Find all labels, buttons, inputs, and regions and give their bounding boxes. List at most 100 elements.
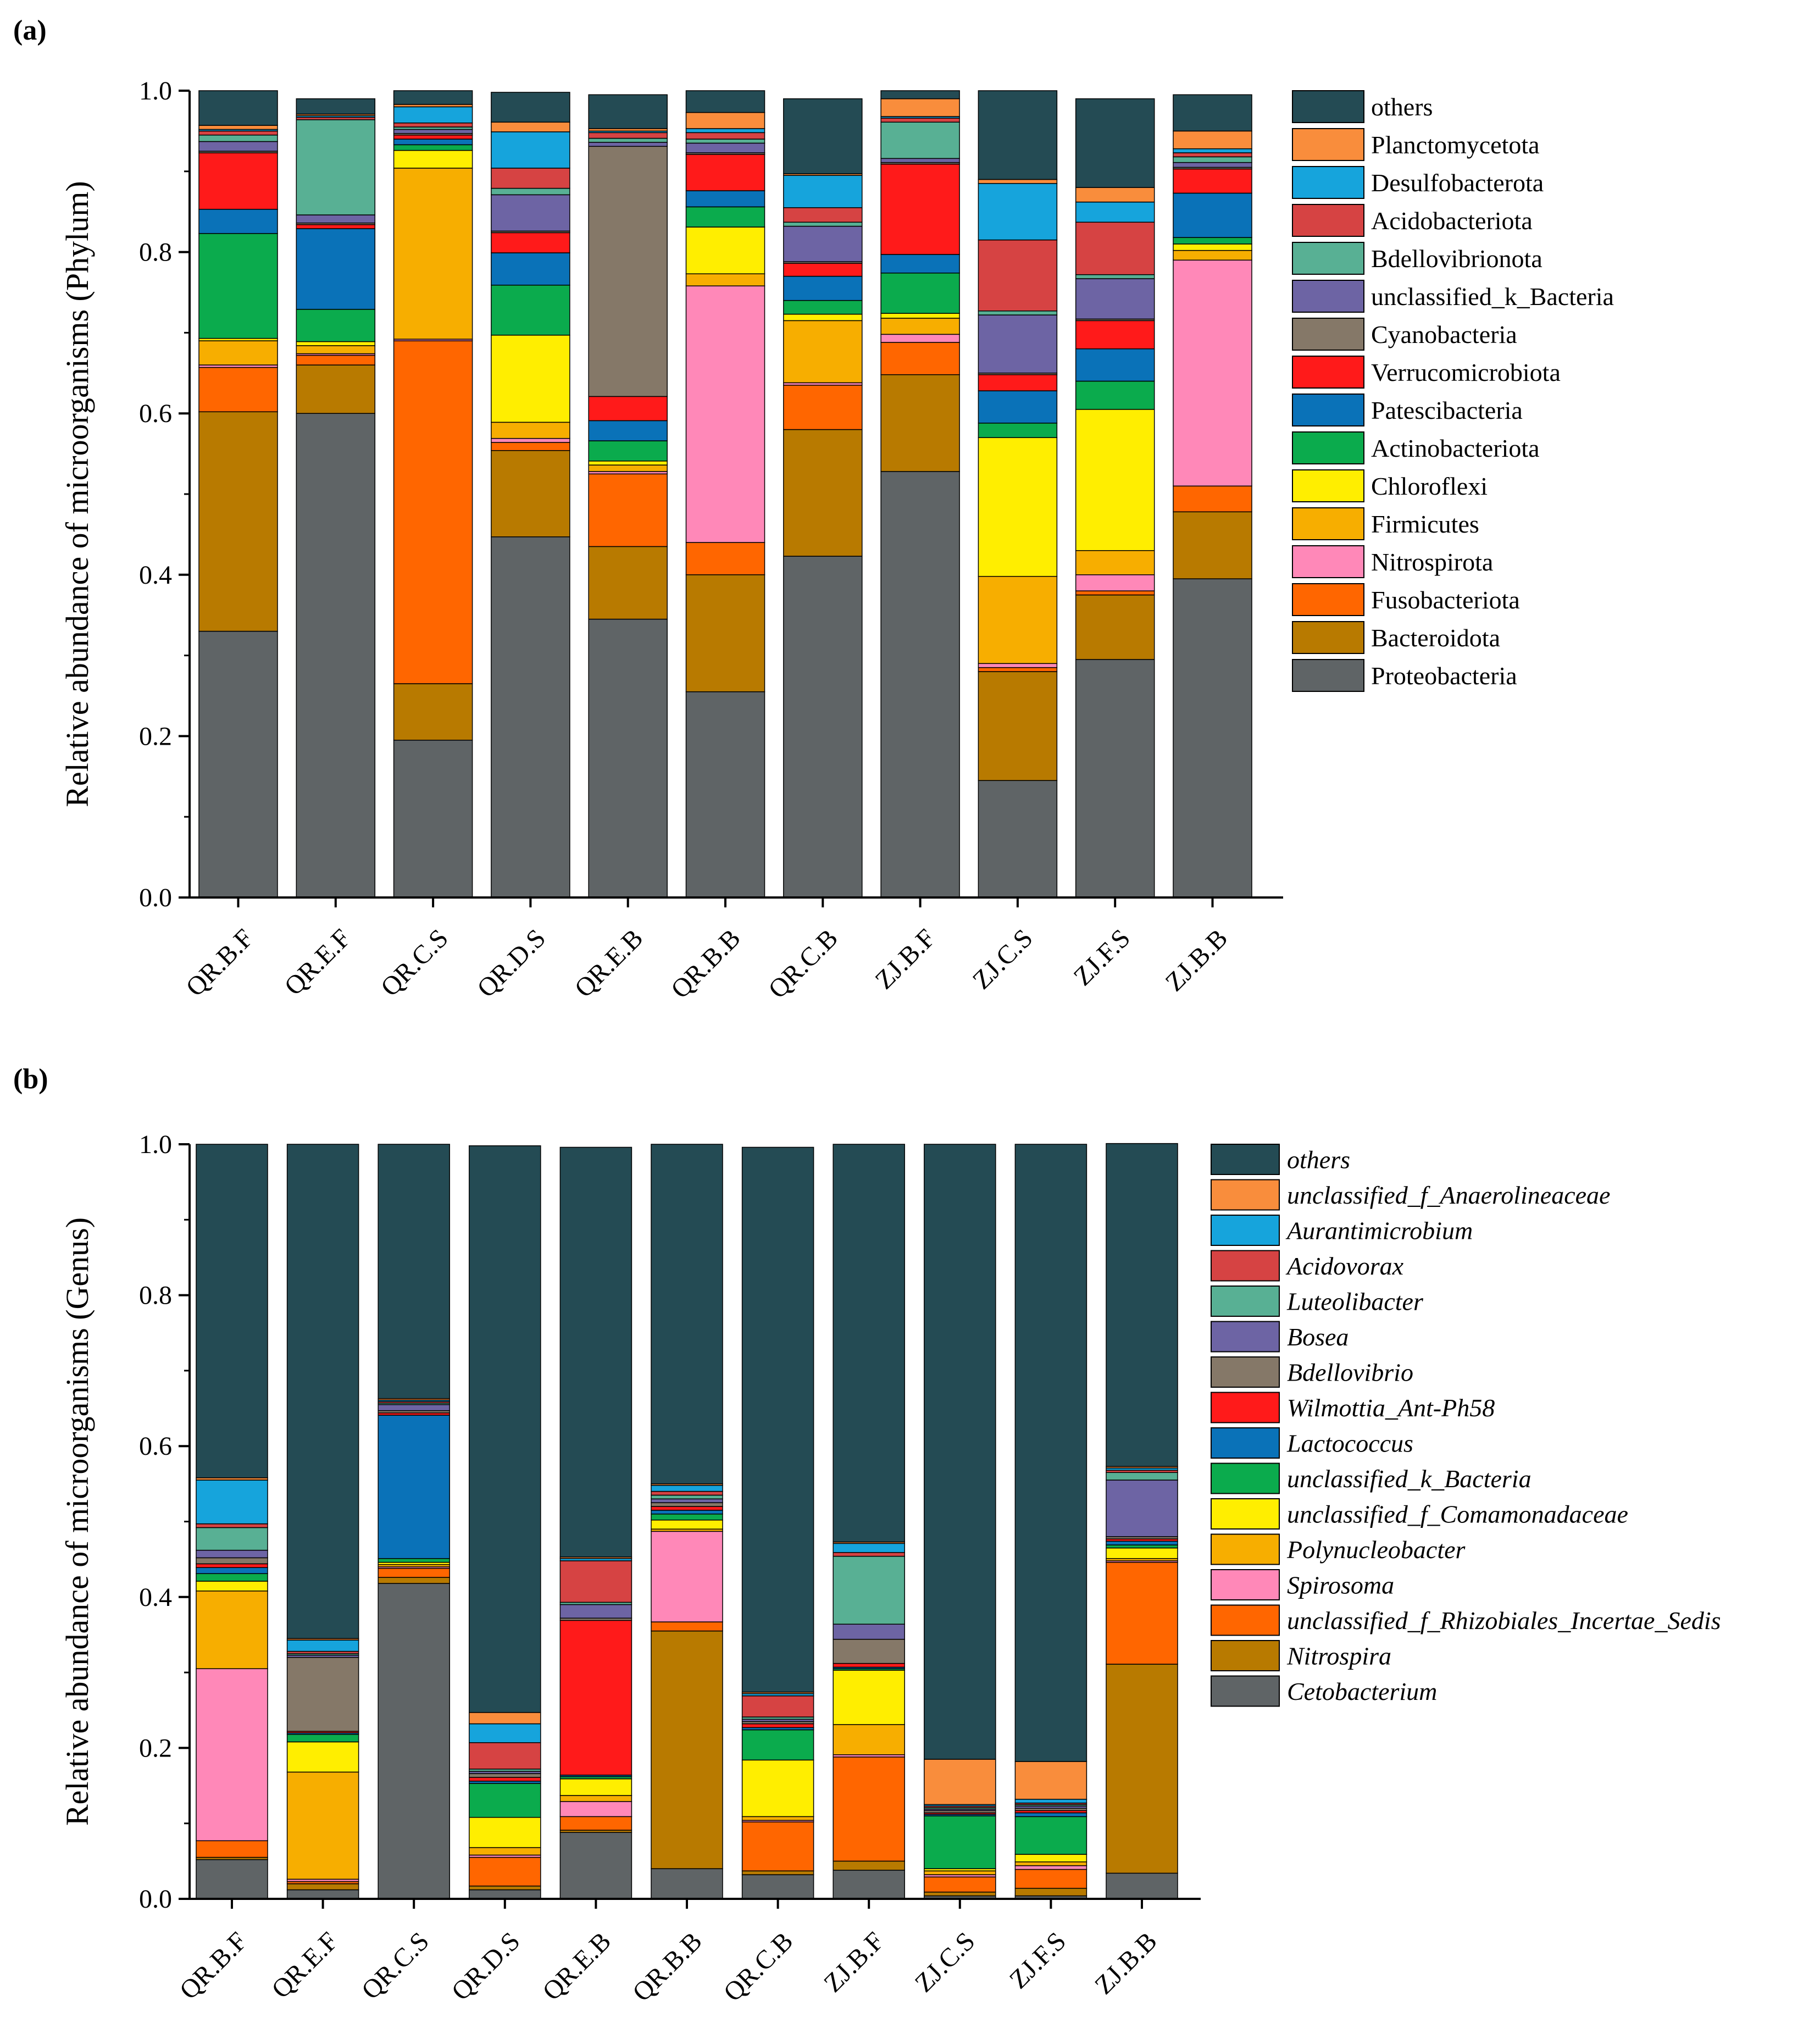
panel-a-bar-zj-c-s-firmicutes <box>978 575 1058 664</box>
panel-a-bar-qr-b-b-planctomycetota <box>685 112 765 129</box>
panel-b-legend-label-others: others <box>1287 1146 1350 1174</box>
panel-a-legend-swatch-firmicutes <box>1292 507 1364 540</box>
panel-a-y-tick-label: 0.0 <box>139 883 172 912</box>
panel-a-bar-qr-d-s-desulfobacterota <box>491 131 570 169</box>
panel-b-legend-label-unclassified-f-anaerolineaceae: unclassified_f_Anaerolineaceae <box>1287 1181 1610 1209</box>
panel-b-legend-label-unclassified-f-comamonadaceae: unclassified_f_Comamonadaceae <box>1287 1500 1628 1528</box>
panel-b-bar-zj-f-s-unclassified-f-anaerolineaceae <box>1014 1761 1087 1800</box>
panel-b-bar-zj-f-s-spirosoma <box>1014 1865 1087 1870</box>
panel-b-bar-qr-c-b-cetobacterium <box>741 1874 814 1899</box>
panel-b-bar-qr-b-f-wilmottia-ant-ph58 <box>196 1563 268 1569</box>
panel-a-bar-zj-f-s-planctomycetota <box>1075 187 1155 203</box>
panel-a-legend-label-firmicutes: Firmicutes <box>1371 510 1479 538</box>
panel-a-bar-qr-e-b-fusobacteriota <box>588 473 668 547</box>
panel-a-bar-qr-c-b-desulfobacterota <box>783 175 863 208</box>
panel-b-bar-qr-b-f-bdellovibrio <box>196 1557 268 1565</box>
panel-a-bar-qr-c-s-others <box>393 90 473 105</box>
panel-a-bar-qr-b-b-firmicutes <box>685 273 765 287</box>
panel-b-bar-zj-b-f-aurantimicrobium <box>833 1543 905 1553</box>
panel-a-bar-zj-c-s-patescibacteria <box>978 390 1058 424</box>
panel-b-bar-qr-e-b-others <box>559 1146 632 1558</box>
panel-a-bar-qr-c-b-bacteroidota <box>783 429 863 557</box>
panel-a-legend-swatch-proteobacteria <box>1292 659 1364 692</box>
panel-a-bar-zj-c-s-planctomycetota <box>978 179 1058 184</box>
panel-b-bar-qr-d-s-wilmottia-ant-ph58 <box>469 1777 541 1782</box>
panel-b-y-tick-label: 1.0 <box>139 1130 172 1159</box>
panel-a-legend-swatch-patescibacteria <box>1292 394 1364 426</box>
panel-a-bar-qr-b-f-patescibacteria <box>198 209 278 234</box>
panel-a-bar-qr-c-b-fusobacteriota <box>783 385 863 430</box>
panel-b-legend-label-wilmottia-ant-ph58: Wilmottia_Ant-Ph58 <box>1287 1394 1495 1422</box>
panel-b-legend-label-bdellovibrio: Bdellovibrio <box>1287 1359 1413 1387</box>
panel-a-legend-label-cyanobacteria: Cyanobacteria <box>1371 320 1517 348</box>
panel-b-bar-qr-b-f-polynucleobacter <box>196 1591 268 1669</box>
panel-a-bar-qr-b-f-others <box>198 90 278 126</box>
panel-b-legend-swatch-luteolibacter <box>1211 1286 1280 1317</box>
panel-a-bar-qr-c-s-actinobacteriota <box>393 144 473 151</box>
panel-a-bar-zj-c-s-bacteroidota <box>978 671 1058 781</box>
panel-a-bar-zj-b-b-unclassified-k-bacteria <box>1173 162 1252 168</box>
panel-a-legend-label-others: others <box>1371 93 1433 121</box>
panel-a-bar-qr-c-s-bacteroidota <box>393 683 473 741</box>
panel-a-bar-zj-c-s-verrucomicrobiota <box>978 374 1058 391</box>
panel-b-bar-qr-e-f-unclassified-k-bacteria <box>286 1733 359 1743</box>
panel-a-bar-qr-e-b-unclassified-k-bacteria <box>588 142 668 147</box>
panel-b-legend-swatch-bdellovibrio <box>1211 1356 1280 1388</box>
panel-a-bar-qr-c-b-proteobacteria <box>783 556 863 898</box>
panel-b-bar-qr-b-b-acidovorax <box>651 1491 723 1496</box>
panel-a-bar-qr-e-f-verrucomicrobiota <box>296 224 376 229</box>
panel-a-bar-zj-c-s-others <box>978 90 1058 180</box>
panel-a-bar-qr-d-s-patescibacteria <box>491 252 570 286</box>
panel-a-bar-qr-e-f-actinobacteriota <box>296 309 376 342</box>
panel-b-legend-swatch-others <box>1211 1144 1280 1175</box>
panel-b-bar-qr-d-s-unclassified-f-anaerolineaceae <box>469 1712 541 1725</box>
panel-b-bar-zj-f-s-others <box>1014 1144 1087 1762</box>
panel-b-bar-qr-b-f-bosea <box>196 1549 268 1559</box>
panel-b-bar-qr-c-s-cetobacterium <box>378 1583 450 1899</box>
panel-a-letter: (a) <box>13 15 47 46</box>
panel-b-bar-qr-e-b-cetobacterium <box>559 1832 632 1899</box>
panel-a-legend-swatch-actinobacteriota <box>1292 431 1364 464</box>
panel-b-legend-swatch-bosea <box>1211 1321 1280 1353</box>
panel-a-legend-label-fusobacteriota: Fusobacteriota <box>1371 586 1520 614</box>
panel-b-bar-zj-b-b-cetobacterium <box>1106 1872 1178 1899</box>
panel-b-bar-qr-b-f-lactococcus <box>196 1567 268 1574</box>
panel-a-bar-zj-c-s-acidobacteriota <box>978 239 1058 312</box>
panel-b-legend-label-bosea: Bosea <box>1287 1323 1349 1351</box>
panel-b-bar-qr-c-s-nitrospira <box>378 1577 450 1584</box>
panel-b-bar-qr-b-b-unclassified-f-rhizobiales-incertae-sedis <box>651 1621 723 1632</box>
panel-a-bar-zj-f-s-bacteroidota <box>1075 594 1155 660</box>
panel-b-y-tick-label: 0.2 <box>139 1733 172 1763</box>
panel-b-legend-swatch-wilmottia-ant-ph58 <box>1211 1392 1280 1423</box>
panel-b-bar-qr-b-b-aurantimicrobium <box>651 1484 723 1492</box>
panel-b-bar-zj-b-f-polynucleobacter <box>833 1724 905 1755</box>
panel-a-bar-qr-e-b-verrucomicrobiota <box>588 396 668 422</box>
panel-b-bar-zj-b-f-unclassified-f-rhizobiales-incertae-sedis <box>833 1757 905 1862</box>
panel-b-bar-qr-d-s-acidovorax <box>469 1742 541 1770</box>
panel-b-legend-label-spirosoma: Spirosoma <box>1287 1571 1394 1599</box>
panel-a-bar-qr-b-f-bdellovibrionota <box>198 134 278 142</box>
panel-b-genus-chart: (b)QR.B.F QR.E.F QR.C.S QR.D.S QR.E.B QR.B.B Q… <box>13 1063 1721 2007</box>
panel-b-bar-qr-b-b-unclassified-f-comamonadaceae <box>651 1520 723 1530</box>
panel-a-bar-qr-e-f-patescibacteria <box>296 228 376 310</box>
panel-a-bar-zj-c-s-actinobacteriota <box>978 423 1058 438</box>
panel-b-bar-qr-b-f-acidovorax <box>196 1523 268 1528</box>
panel-b-legend-label-luteolibacter: Luteolibacter <box>1286 1288 1424 1316</box>
panel-a-legend-swatch-desulfobacterota <box>1292 166 1364 199</box>
panel-a-bar-zj-f-s-firmicutes <box>1075 550 1155 575</box>
panel-b-bar-qr-e-f-aurantimicrobium <box>286 1639 359 1652</box>
panel-a-bar-qr-e-b-actinobacteriota <box>588 440 668 462</box>
panel-b-legend-label-cetobacterium: Cetobacterium <box>1287 1677 1437 1705</box>
panel-b-bar-qr-c-s-lactococcus <box>378 1415 450 1559</box>
panel-a-bar-zj-b-b-nitrospirota <box>1173 259 1252 487</box>
panel-a-bar-zj-b-f-firmicutes <box>880 318 960 335</box>
panel-a-legend-label-nitrospirota: Nitrospirota <box>1371 548 1493 576</box>
panel-a-bar-zj-b-b-patescibacteria <box>1173 192 1252 238</box>
panel-b-bar-zj-f-s-unclassified-f-comamonadaceae <box>1014 1854 1087 1863</box>
panel-b-bar-qr-e-f-bdellovibrio <box>286 1656 359 1732</box>
panel-b-bar-zj-b-b-bosea <box>1106 1480 1178 1537</box>
panel-a-bar-qr-d-s-fusobacteriota <box>491 442 570 451</box>
panel-b-bar-qr-c-b-unclassified-k-bacteria <box>741 1729 814 1761</box>
panel-a-bar-zj-b-f-nitrospirota <box>880 334 960 343</box>
panel-a-legend-label-chloroflexi: Chloroflexi <box>1371 472 1488 500</box>
